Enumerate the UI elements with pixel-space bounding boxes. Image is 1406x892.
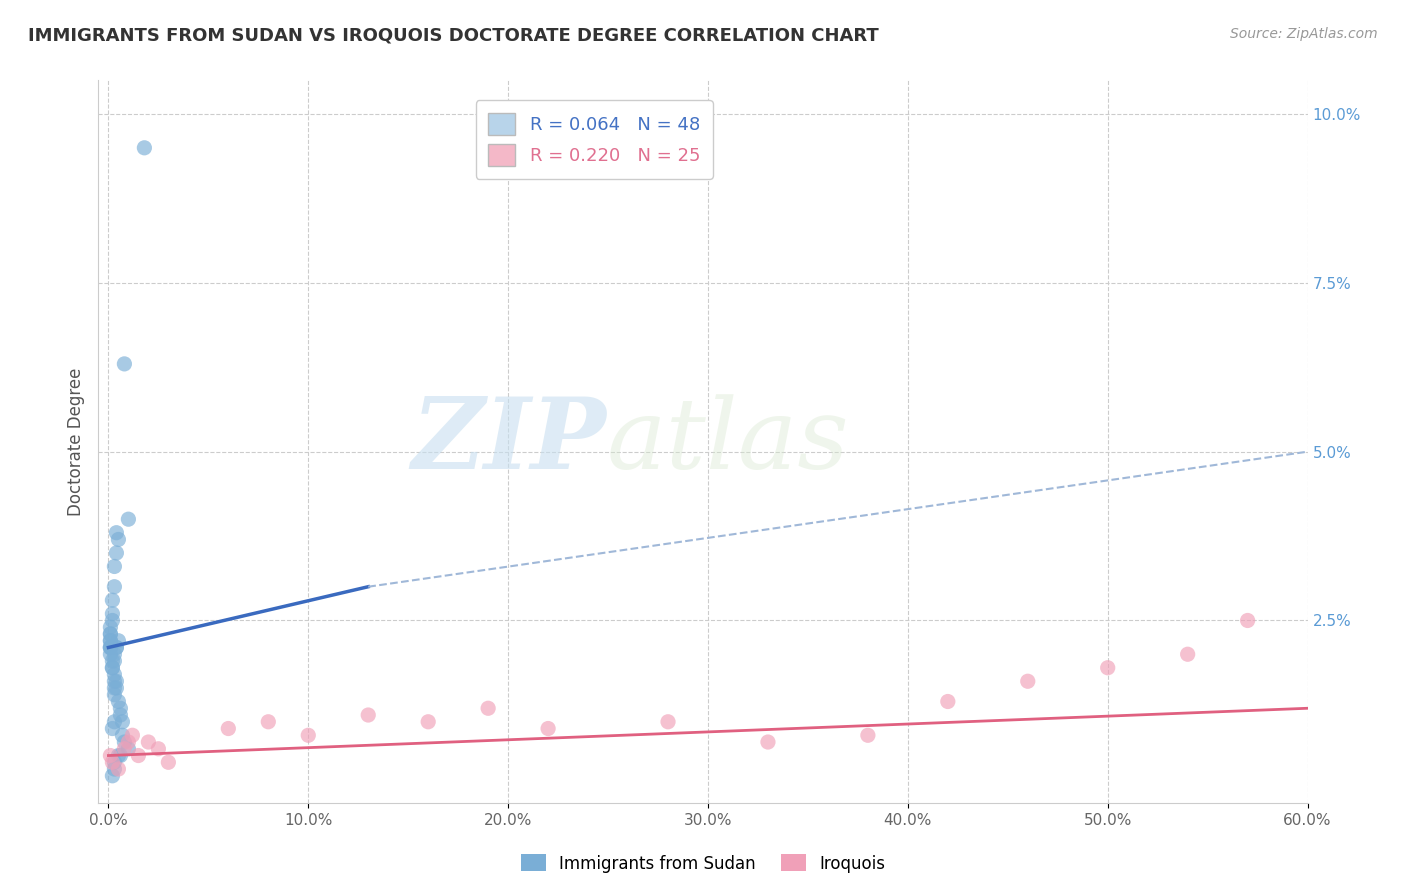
Point [100, 640, 122, 655]
Point [1177, 647, 1199, 661]
Point [127, 748, 149, 763]
Point [103, 756, 125, 770]
Point [110, 708, 132, 723]
Point [101, 661, 124, 675]
Point [107, 533, 129, 547]
Point [105, 681, 128, 695]
Point [101, 756, 124, 770]
Point [357, 708, 380, 723]
Point [103, 580, 125, 594]
Point [103, 688, 125, 702]
Point [110, 748, 132, 763]
Point [117, 735, 139, 749]
Point [100, 620, 122, 634]
Point [121, 728, 143, 742]
Point [107, 633, 129, 648]
Point [103, 714, 125, 729]
Point [217, 722, 239, 736]
Point [101, 607, 124, 621]
Point [117, 512, 139, 526]
Point [103, 667, 125, 681]
Point [117, 741, 139, 756]
Point [100, 633, 122, 648]
Point [134, 141, 156, 155]
Point [477, 701, 499, 715]
Point [856, 728, 879, 742]
Point [110, 701, 132, 715]
Point [101, 654, 124, 668]
Text: ZIP: ZIP [412, 393, 606, 490]
Point [101, 614, 124, 628]
Text: atlas: atlas [606, 394, 849, 489]
Point [1236, 614, 1258, 628]
Point [112, 741, 135, 756]
Point [103, 762, 125, 776]
Point [103, 681, 125, 695]
Point [138, 735, 160, 749]
Point [1017, 674, 1039, 689]
Point [257, 714, 280, 729]
Point [107, 748, 129, 763]
Point [100, 627, 122, 641]
Point [100, 647, 122, 661]
Point [111, 714, 134, 729]
Point [101, 769, 124, 783]
Point [756, 735, 779, 749]
Point [100, 748, 122, 763]
Point [112, 357, 135, 371]
Point [103, 647, 125, 661]
Point [103, 654, 125, 668]
Point [105, 525, 128, 540]
Point [100, 627, 122, 641]
Point [112, 735, 135, 749]
Legend: Immigrants from Sudan, Iroquois: Immigrants from Sudan, Iroquois [515, 847, 891, 880]
Point [297, 728, 319, 742]
Point [148, 741, 170, 756]
Point [1097, 661, 1119, 675]
Point [100, 633, 122, 648]
Point [103, 559, 125, 574]
Point [105, 640, 128, 655]
Point [103, 674, 125, 689]
Point [105, 640, 128, 655]
Point [101, 661, 124, 675]
Point [418, 714, 440, 729]
Point [537, 722, 560, 736]
Point [100, 640, 122, 655]
Legend: R = 0.064   N = 48, R = 0.220   N = 25: R = 0.064 N = 48, R = 0.220 N = 25 [475, 100, 713, 178]
Point [657, 714, 679, 729]
Point [101, 722, 124, 736]
Point [107, 694, 129, 708]
Y-axis label: Doctorate Degree: Doctorate Degree [66, 368, 84, 516]
Point [936, 694, 959, 708]
Point [100, 640, 122, 655]
Point [101, 593, 124, 607]
Point [107, 762, 129, 776]
Point [111, 728, 134, 742]
Point [105, 674, 128, 689]
Point [105, 546, 128, 560]
Point [157, 756, 180, 770]
Text: IMMIGRANTS FROM SUDAN VS IROQUOIS DOCTORATE DEGREE CORRELATION CHART: IMMIGRANTS FROM SUDAN VS IROQUOIS DOCTOR… [28, 27, 879, 45]
Text: Source: ZipAtlas.com: Source: ZipAtlas.com [1230, 27, 1378, 41]
